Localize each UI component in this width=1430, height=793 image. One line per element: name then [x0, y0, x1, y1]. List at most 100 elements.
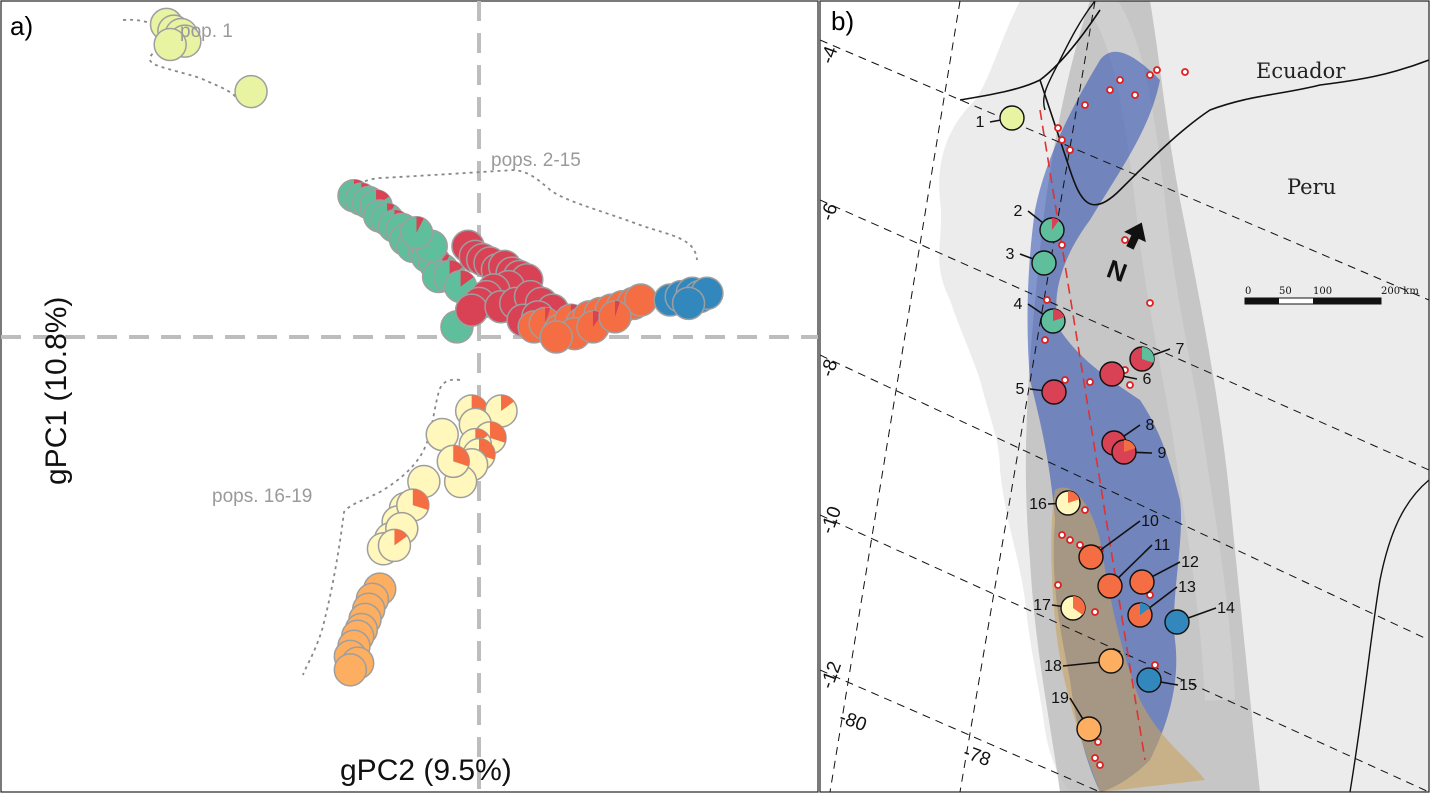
- graticule: [820, 1, 1429, 792]
- population-label: 3: [1006, 246, 1015, 263]
- population-pie: [1040, 308, 1066, 334]
- population-pie: [1078, 544, 1104, 570]
- sample-site: [1094, 738, 1102, 746]
- lat-label-8: -8: [817, 357, 843, 380]
- data-points: [149, 7, 724, 687]
- population-pie: [1098, 648, 1124, 674]
- pops2-15-bracket: [354, 169, 698, 261]
- sample-site: [1081, 506, 1089, 514]
- population-label: 9: [1158, 445, 1167, 462]
- lat-label-4: -4: [817, 43, 843, 66]
- population-pie: [1136, 667, 1162, 693]
- population-label: 15: [1179, 677, 1197, 694]
- y-axis-title: gPC1 (10.8%): [40, 297, 73, 485]
- x-axis-title: gPC2 (9.5%): [340, 754, 512, 787]
- sample-site: [1106, 86, 1114, 94]
- sample-site: [1121, 236, 1129, 244]
- sample-site: [1058, 531, 1066, 539]
- population-pie: [1127, 602, 1153, 628]
- group-label-pops2-15: pops. 2-15: [491, 150, 581, 171]
- lat-label-6: -6: [817, 201, 843, 224]
- population-pie: [1039, 217, 1065, 243]
- scale-tick-200: 200 km: [1381, 286, 1419, 297]
- sample-site: [1131, 91, 1139, 99]
- country-label-ecuador: Ecuador: [1256, 59, 1346, 83]
- data-point: [436, 444, 471, 479]
- sample-site: [1066, 146, 1074, 154]
- population-label: 17: [1033, 597, 1051, 614]
- data-point: [399, 216, 434, 250]
- panel-b-label: b): [831, 6, 854, 36]
- group-label-pops16-19: pops. 16-19: [212, 486, 312, 507]
- data-point: [598, 300, 632, 334]
- data-point: [234, 74, 268, 109]
- sample-site: [1126, 381, 1134, 389]
- group-label-pop1: pop. 1: [180, 21, 233, 42]
- scatter-plot: pop. 1 pops. 2-15 pops. 16-19: [1, 1, 818, 792]
- sample-site: [1043, 296, 1051, 304]
- sample-site: [1096, 761, 1104, 769]
- sample-site: [1146, 299, 1154, 307]
- data-point: [454, 293, 489, 327]
- data-point: [153, 27, 187, 62]
- data-point: [671, 286, 706, 321]
- population-pie: [1129, 346, 1155, 372]
- sample-site: [1146, 591, 1154, 599]
- population-label: 12: [1181, 554, 1199, 571]
- population-label: 10: [1141, 513, 1159, 530]
- population-pie: [1041, 379, 1067, 405]
- north-arrow-icon: [1124, 222, 1146, 250]
- scale-tick-50: 50: [1279, 286, 1292, 297]
- population-pie: [1111, 439, 1137, 465]
- sample-site: [1054, 581, 1062, 589]
- sample-site: [1116, 76, 1124, 84]
- population-label: 14: [1217, 600, 1235, 617]
- data-point: [377, 528, 412, 563]
- sample-site: [1091, 608, 1099, 616]
- population-label: 8: [1146, 417, 1155, 434]
- population-label: 6: [1143, 371, 1152, 388]
- population-pie: [1076, 716, 1102, 742]
- data-point: [539, 320, 573, 354]
- population-label: 1: [976, 114, 985, 131]
- panel-b-frame: [819, 0, 1430, 793]
- scale-bar: 0 50 100 200 km: [1244, 286, 1419, 305]
- sample-site: [1054, 124, 1062, 132]
- sample-site: [1153, 66, 1161, 74]
- population-pie: [1164, 609, 1190, 635]
- sample-site: [1081, 101, 1089, 109]
- country-label-peru: Peru: [1287, 175, 1336, 199]
- panel-a-label: a): [10, 11, 33, 41]
- population-label: 2: [1014, 203, 1023, 220]
- sample-site: [1076, 541, 1084, 549]
- sample-site: [1151, 661, 1159, 669]
- country-border: [959, 9, 1429, 206]
- population-label: 18: [1044, 658, 1062, 675]
- pops16-19-bracket: [302, 378, 461, 676]
- sample-site: [1086, 378, 1094, 386]
- population-label: 13: [1178, 579, 1196, 596]
- population-label: 19: [1051, 690, 1069, 707]
- panel-a-frame: [0, 0, 819, 793]
- scale-tick-0: 0: [1245, 286, 1251, 297]
- population-pie: [1060, 595, 1086, 621]
- ocean: [820, 1, 1070, 792]
- sample-site: [1058, 241, 1066, 249]
- population-pie: [1097, 573, 1123, 599]
- sample-site: [1041, 336, 1049, 344]
- population-label: 11: [1154, 537, 1171, 554]
- transect-line: [1039, 109, 1146, 761]
- sample-site: [1091, 754, 1099, 762]
- sample-site: [1146, 71, 1154, 79]
- population-pie: [1129, 569, 1155, 595]
- sample-site: [1061, 376, 1069, 384]
- sample-site: [1181, 68, 1189, 76]
- population-label: 16: [1029, 496, 1047, 513]
- sample-site: [1066, 536, 1074, 544]
- population-label: 5: [1016, 381, 1025, 398]
- population-label: 7: [1176, 341, 1185, 358]
- population-pie: [999, 105, 1025, 131]
